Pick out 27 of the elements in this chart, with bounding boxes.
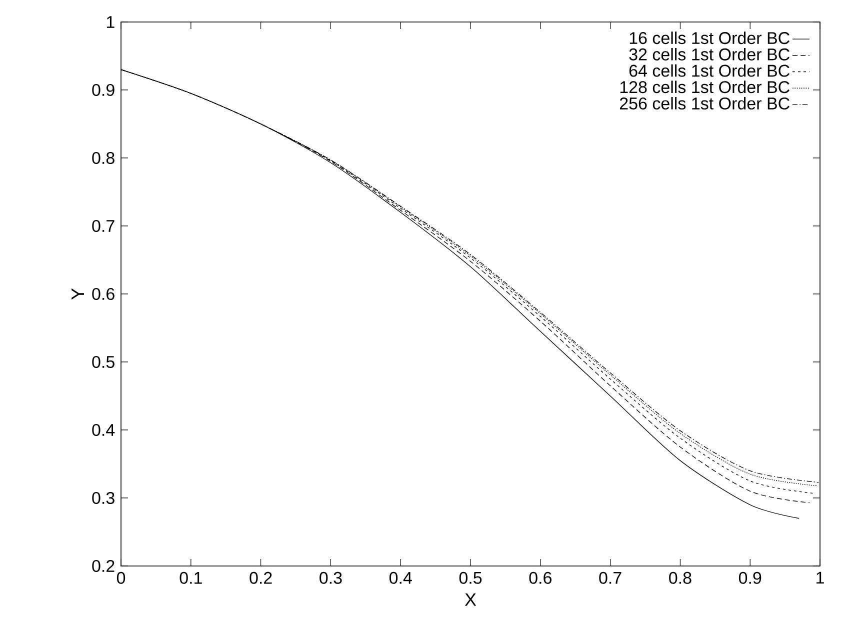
- x-tick-label: 0: [116, 572, 126, 584]
- x-tick-label: 0.8: [669, 572, 692, 584]
- y-tick-label: 0.8: [92, 152, 114, 164]
- y-tick-label: 0.7: [92, 220, 114, 232]
- x-tick-label: 0.6: [529, 572, 552, 584]
- y-tick-label: 0.4: [92, 424, 115, 436]
- legend-label: 32 cells 1st Order BC: [629, 48, 790, 60]
- x-tick-label: 0.4: [389, 572, 412, 584]
- y-tick-label: 0.2: [92, 560, 114, 572]
- y-tick-label: 0.5: [92, 356, 114, 368]
- x-tick-label: 0.2: [250, 572, 272, 584]
- y-tick-label: 0.6: [92, 288, 114, 300]
- x-tick-label: 0.1: [180, 572, 202, 584]
- legend-label: 128 cells 1st Order BC: [620, 80, 790, 94]
- legend-label: 16 cells 1st Order BC: [630, 32, 790, 44]
- y-tick-label: 1: [106, 16, 114, 28]
- legend-label: 256 cells 1st Order BC: [620, 97, 790, 110]
- y-tick-label: 0.3: [92, 492, 114, 504]
- y-axis-title: Y: [72, 288, 84, 300]
- y-tick-label: 0.9: [92, 84, 114, 96]
- x-tick-label: 0.5: [459, 572, 482, 584]
- x-tick-label: 0.9: [738, 572, 762, 584]
- x-tick-label: 0.7: [599, 572, 622, 584]
- legend-label: 64 cells 1st Order BC: [629, 64, 790, 77]
- x-tick-label: 0.3: [320, 572, 342, 584]
- x-axis-title: X: [464, 593, 476, 606]
- x-tick-label: 1: [816, 572, 824, 584]
